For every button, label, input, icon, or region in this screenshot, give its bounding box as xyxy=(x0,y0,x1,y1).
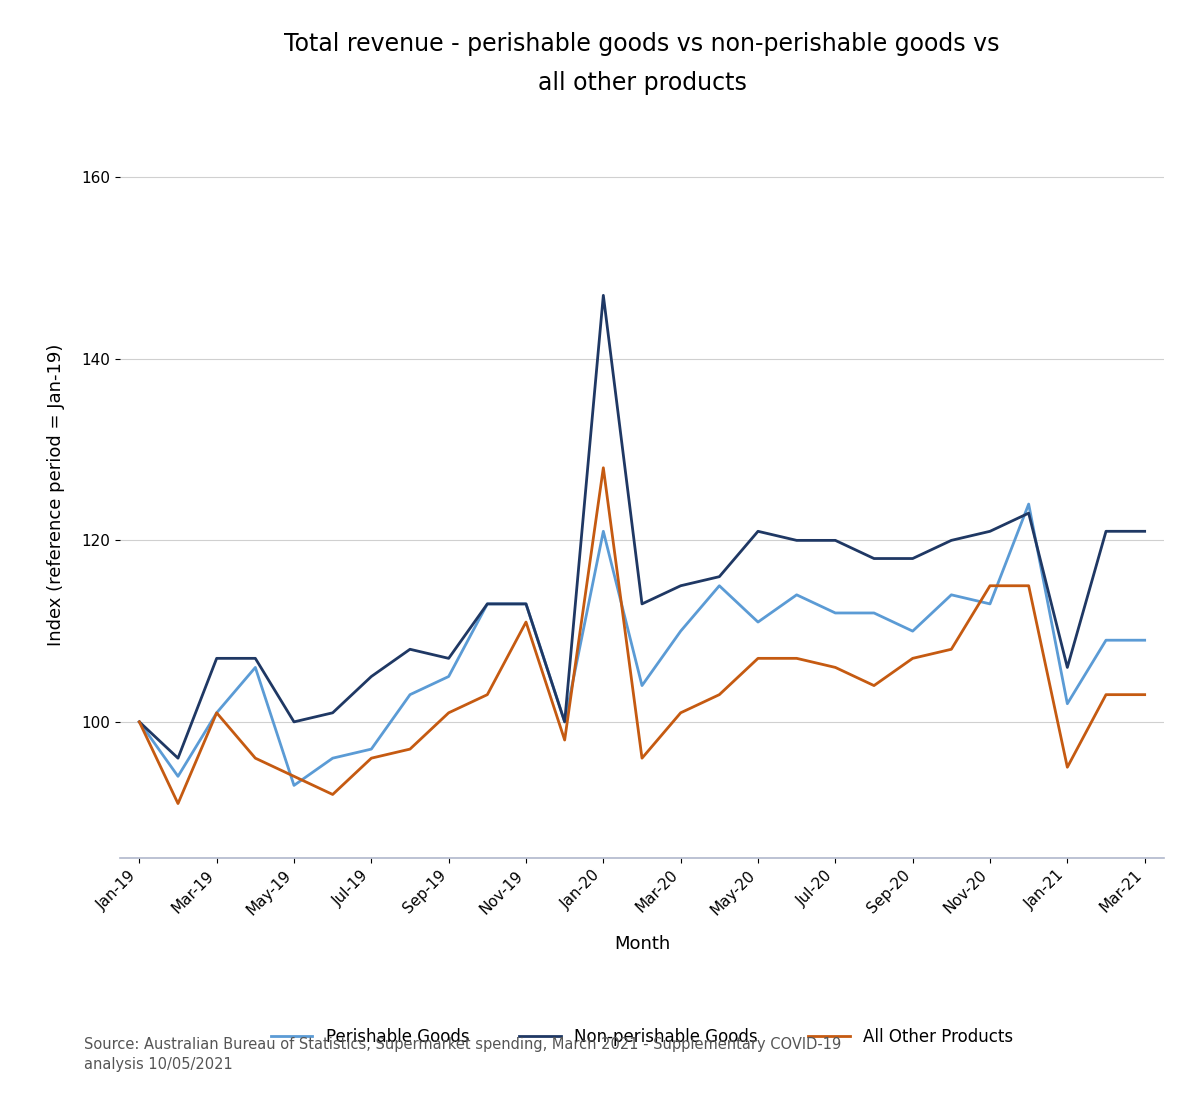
Non-perishable Goods xyxy=(248,651,263,664)
Perishable Goods xyxy=(790,588,804,602)
Perishable Goods xyxy=(518,597,533,611)
Legend: Perishable Goods, Non-perishable Goods, All Other Products: Perishable Goods, Non-perishable Goods, … xyxy=(254,1012,1030,1063)
Line: Non-perishable Goods: Non-perishable Goods xyxy=(139,295,1145,758)
Non-perishable Goods xyxy=(983,525,997,538)
Non-perishable Goods xyxy=(673,579,688,592)
All Other Products xyxy=(403,742,418,756)
All Other Products xyxy=(751,651,766,664)
All Other Products xyxy=(518,615,533,628)
Perishable Goods xyxy=(983,597,997,611)
Non-perishable Goods xyxy=(403,642,418,656)
All Other Products xyxy=(596,461,611,474)
All Other Products xyxy=(558,734,572,747)
Perishable Goods xyxy=(828,606,842,619)
Non-perishable Goods xyxy=(442,651,456,664)
Non-perishable Goods xyxy=(210,651,224,664)
Non-perishable Goods xyxy=(364,670,378,683)
Non-perishable Goods xyxy=(866,552,881,565)
All Other Products xyxy=(866,679,881,692)
Title: Total revenue - perishable goods vs non-perishable goods vs
all other products: Total revenue - perishable goods vs non-… xyxy=(284,32,1000,96)
Perishable Goods xyxy=(403,689,418,702)
All Other Products xyxy=(325,788,340,801)
Perishable Goods xyxy=(210,706,224,719)
Non-perishable Goods xyxy=(1021,506,1036,519)
Perishable Goods xyxy=(364,742,378,756)
Non-perishable Goods xyxy=(558,715,572,728)
Perishable Goods xyxy=(132,715,146,728)
All Other Products xyxy=(480,689,494,702)
All Other Products xyxy=(906,651,920,664)
All Other Products xyxy=(828,661,842,674)
All Other Products xyxy=(1060,760,1074,773)
Text: Source: Australian Bureau of Statistics, Supermarket spending, March 2021 - Supp: Source: Australian Bureau of Statistics,… xyxy=(84,1036,841,1072)
Non-perishable Goods xyxy=(1138,525,1152,538)
Non-perishable Goods xyxy=(170,751,185,764)
Non-perishable Goods xyxy=(635,597,649,611)
Non-perishable Goods xyxy=(828,534,842,547)
All Other Products xyxy=(248,751,263,764)
Non-perishable Goods xyxy=(1060,661,1074,674)
All Other Products xyxy=(132,715,146,728)
Perishable Goods xyxy=(1138,634,1152,647)
Perishable Goods xyxy=(673,625,688,638)
Perishable Goods xyxy=(1099,634,1114,647)
Perishable Goods xyxy=(944,588,959,602)
Perishable Goods xyxy=(558,715,572,728)
Non-perishable Goods xyxy=(906,552,920,565)
Perishable Goods xyxy=(906,625,920,638)
All Other Products xyxy=(635,751,649,764)
All Other Products xyxy=(1099,689,1114,702)
Perishable Goods xyxy=(248,661,263,674)
Perishable Goods xyxy=(170,770,185,783)
Non-perishable Goods xyxy=(1099,525,1114,538)
Non-perishable Goods xyxy=(132,715,146,728)
All Other Products xyxy=(983,579,997,592)
All Other Products xyxy=(442,706,456,719)
Non-perishable Goods xyxy=(325,706,340,719)
All Other Products xyxy=(673,706,688,719)
Non-perishable Goods xyxy=(596,288,611,301)
Non-perishable Goods xyxy=(944,534,959,547)
X-axis label: Month: Month xyxy=(614,935,670,953)
Perishable Goods xyxy=(635,679,649,692)
All Other Products xyxy=(364,751,378,764)
Non-perishable Goods xyxy=(712,570,726,583)
Perishable Goods xyxy=(287,779,301,792)
Y-axis label: Index (reference period = Jan-19): Index (reference period = Jan-19) xyxy=(47,344,65,646)
All Other Products xyxy=(712,689,726,702)
Perishable Goods xyxy=(751,615,766,628)
Non-perishable Goods xyxy=(518,597,533,611)
All Other Products xyxy=(210,706,224,719)
Perishable Goods xyxy=(596,525,611,538)
All Other Products xyxy=(287,770,301,783)
Perishable Goods xyxy=(325,751,340,764)
Non-perishable Goods xyxy=(751,525,766,538)
Non-perishable Goods xyxy=(480,597,494,611)
Perishable Goods xyxy=(1021,497,1036,510)
Perishable Goods xyxy=(712,579,726,592)
All Other Products xyxy=(1021,579,1036,592)
All Other Products xyxy=(790,651,804,664)
Non-perishable Goods xyxy=(790,534,804,547)
Perishable Goods xyxy=(442,670,456,683)
Perishable Goods xyxy=(480,597,494,611)
Perishable Goods xyxy=(866,606,881,619)
All Other Products xyxy=(1138,689,1152,702)
Line: Perishable Goods: Perishable Goods xyxy=(139,504,1145,785)
All Other Products xyxy=(944,642,959,656)
Line: All Other Products: All Other Products xyxy=(139,468,1145,803)
Perishable Goods xyxy=(1060,697,1074,711)
Non-perishable Goods xyxy=(287,715,301,728)
All Other Products xyxy=(170,796,185,810)
